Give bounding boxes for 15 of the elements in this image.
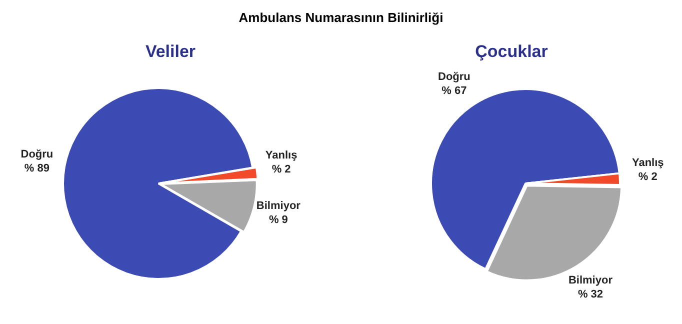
data-label: % 9 — [268, 214, 288, 226]
data-label: % 2 — [638, 170, 658, 183]
slice-label: Doğru — [20, 148, 54, 161]
slice-label: Yanlış — [632, 156, 664, 169]
slice-label: Bilmiyor — [568, 274, 614, 286]
data-label: % 89 — [24, 162, 50, 175]
slice-label: Bilmiyor — [256, 200, 302, 212]
chart-subtitle: Çocuklar — [474, 41, 549, 63]
text: Ambulans Numarasının Bilinirliği — [238, 9, 444, 27]
data-label: % 67 — [442, 84, 467, 97]
chart-subtitle: Veliler — [144, 41, 197, 63]
data-label: % 32 — [578, 288, 604, 300]
slice-label: Yanlış — [265, 150, 298, 162]
slice-label: Doğru — [438, 70, 470, 83]
data-label: % 2 — [272, 164, 291, 176]
